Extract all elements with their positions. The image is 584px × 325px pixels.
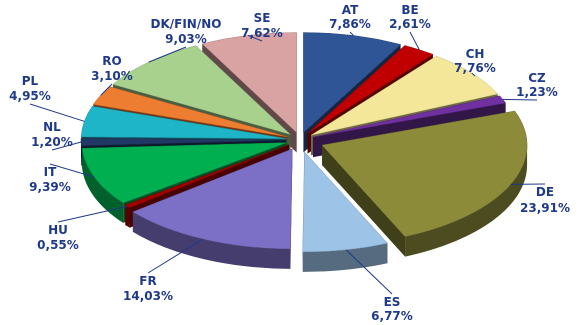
pie-slice-de: [321, 110, 528, 237]
pie-slice-pl: [80, 105, 287, 139]
slice-value-es: 6,77%: [371, 309, 413, 323]
pie-slices-top: [80, 32, 528, 253]
slice-label-dk-fin-no: DK/FIN/NO: [151, 17, 222, 31]
leader-line-be: [409, 31, 420, 50]
leader-line-it: [49, 163, 95, 178]
slice-label-fr: FR: [139, 274, 156, 288]
slice-value-ch: 7,76%: [454, 61, 496, 75]
slice-edge-fr: [132, 211, 291, 269]
slice-label-cz: CZ: [528, 71, 546, 85]
slice-value-hu: 0,55%: [37, 238, 79, 252]
slice-label-de: DE: [536, 185, 554, 199]
slice-label-ch: CH: [466, 47, 485, 61]
slice-value-be: 2,61%: [389, 17, 431, 31]
slice-label-hu: HU: [48, 223, 68, 237]
slice-side-de-1: [322, 145, 406, 257]
slice-edge-es: [302, 243, 388, 272]
pie-slice-fr: [132, 148, 293, 250]
slice-value-pl: 4,95%: [9, 89, 51, 103]
pie-slice-cz: [312, 95, 507, 138]
slice-value-nl: 1,20%: [31, 135, 73, 149]
leader-line-cz: [502, 98, 538, 101]
slice-value-at: 7,86%: [329, 17, 371, 31]
pie-slice-be: [307, 45, 434, 134]
slice-edge-hu: [125, 204, 130, 228]
pie-slice-at: [303, 32, 402, 134]
leader-line-nl: [51, 141, 82, 151]
slice-value-ro: 3,10%: [91, 69, 133, 83]
slice-edge-de: [405, 145, 528, 257]
leader-lines: [29, 31, 546, 295]
slice-label-es: ES: [384, 295, 401, 309]
slice-label-pl: PL: [22, 74, 39, 88]
slice-value-dk-fin-no: 9,03%: [165, 32, 207, 46]
slice-value-fr: 14,03%: [123, 289, 173, 303]
leader-line-ch: [471, 72, 476, 77]
pie-slice-es: [302, 151, 388, 253]
slice-label-be: BE: [401, 3, 418, 17]
leader-line-pl: [29, 103, 85, 122]
slice-value-it: 9,39%: [29, 180, 71, 194]
slice-value-se: 7,62%: [241, 26, 283, 40]
slice-label-it: IT: [44, 165, 57, 179]
slice-label-se: SE: [254, 11, 271, 25]
leader-line-se: [247, 34, 263, 42]
slice-value-cz: 1,23%: [516, 85, 558, 99]
pie-slice-ch: [310, 55, 499, 136]
slice-edge-it: [82, 148, 124, 223]
pie-slice-it: [81, 142, 287, 204]
slice-value-de: 23,91%: [520, 201, 570, 215]
leader-line-ro: [100, 83, 113, 96]
leader-line-at: [349, 31, 354, 36]
slice-label-ro: RO: [102, 54, 121, 68]
leader-line-hu: [57, 205, 128, 223]
leader-line-dk-fin-no: [148, 46, 187, 63]
slice-label-nl: NL: [43, 120, 61, 134]
slice-labels: AT7,86% BE2,61% CH7,76% CZ1,23% DE 23,91% ES6,…: [9, 3, 570, 323]
slice-label-at: AT: [342, 3, 359, 17]
leader-line-fr: [147, 238, 204, 274]
leader-line-es: [345, 249, 393, 295]
